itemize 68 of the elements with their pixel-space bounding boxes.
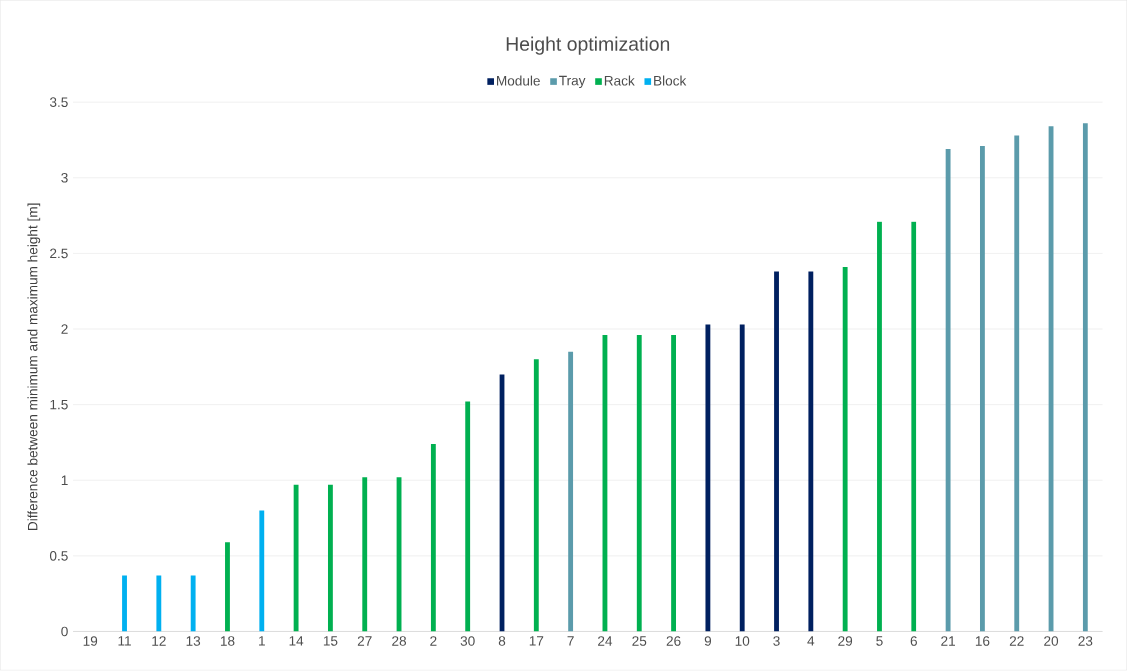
y-axis-title: Difference between minimum and maximum height [m] [27, 203, 41, 531]
x-tick-label: 24 [598, 636, 613, 646]
y-tick-label: 0.5 [49, 551, 68, 561]
bar [808, 271, 814, 632]
x-tick-label: 23 [1078, 636, 1093, 647]
y-tick-label: 3 [61, 173, 68, 183]
bar [259, 510, 265, 632]
x-tick-label: 9 [704, 636, 712, 647]
legend-label: Tray [559, 76, 586, 89]
y-tick-label: 0 [61, 626, 68, 637]
y-tick-label: 2 [61, 324, 68, 334]
x-tick-label: 3 [773, 636, 780, 647]
bar [293, 485, 299, 632]
x-tick-label: 2 [430, 636, 437, 646]
y-tick-label: 2.5 [50, 248, 68, 259]
x-tick-label: 8 [498, 636, 506, 647]
x-tick-label: 29 [838, 636, 853, 647]
y-tick-label: 3.5 [49, 97, 68, 108]
bar [533, 359, 539, 632]
x-tick-label: 28 [392, 636, 407, 647]
x-tick-label: 16 [975, 636, 990, 647]
bar [190, 575, 196, 632]
legend-label: Rack [604, 75, 635, 86]
y-tick-label: 1.5 [50, 400, 68, 410]
bar [465, 401, 471, 632]
bar [362, 477, 368, 632]
bar [842, 267, 848, 632]
bar [636, 335, 642, 632]
x-tick-label: 13 [186, 636, 201, 647]
x-tick-label: 22 [1009, 636, 1024, 646]
bar [877, 221, 882, 632]
x-tick-label: 17 [529, 636, 544, 646]
bar [671, 335, 677, 632]
x-tick-label: 11 [118, 636, 131, 646]
x-tick-label: 6 [910, 636, 917, 647]
legend-label: Block [654, 75, 687, 86]
x-tick-label: 30 [460, 636, 475, 647]
bar [1014, 135, 1020, 632]
bar [774, 271, 779, 632]
x-tick-label: 26 [666, 636, 681, 647]
x-tick-label: 18 [220, 636, 235, 647]
x-tick-label: 21 [941, 636, 955, 646]
bar [327, 485, 333, 632]
x-tick-label: 5 [876, 636, 883, 646]
bar [122, 575, 127, 632]
bar [225, 542, 230, 632]
x-tick-label: 7 [567, 636, 574, 646]
legend-label: Module [497, 75, 540, 86]
x-tick-label: 25 [632, 636, 647, 647]
bar [568, 351, 574, 632]
bar [156, 575, 162, 632]
x-tick-label: 20 [1044, 636, 1059, 647]
bar [911, 221, 917, 632]
y-tick-label: 1 [61, 475, 68, 486]
x-tick-label: 4 [807, 636, 815, 646]
x-tick-label: 27 [357, 636, 372, 646]
bar [945, 149, 951, 632]
x-tick-label: 12 [152, 636, 166, 646]
x-tick-label: 10 [735, 636, 750, 647]
x-tick-label: 14 [289, 636, 304, 646]
bar [979, 146, 985, 632]
x-tick-label: 19 [83, 636, 98, 647]
bar [739, 324, 745, 632]
x-tick-label: 15 [323, 636, 338, 646]
bar [705, 324, 711, 632]
x-tick-label: 1 [259, 636, 265, 646]
chart-title: Height optimization [506, 36, 670, 55]
bar [430, 444, 436, 632]
